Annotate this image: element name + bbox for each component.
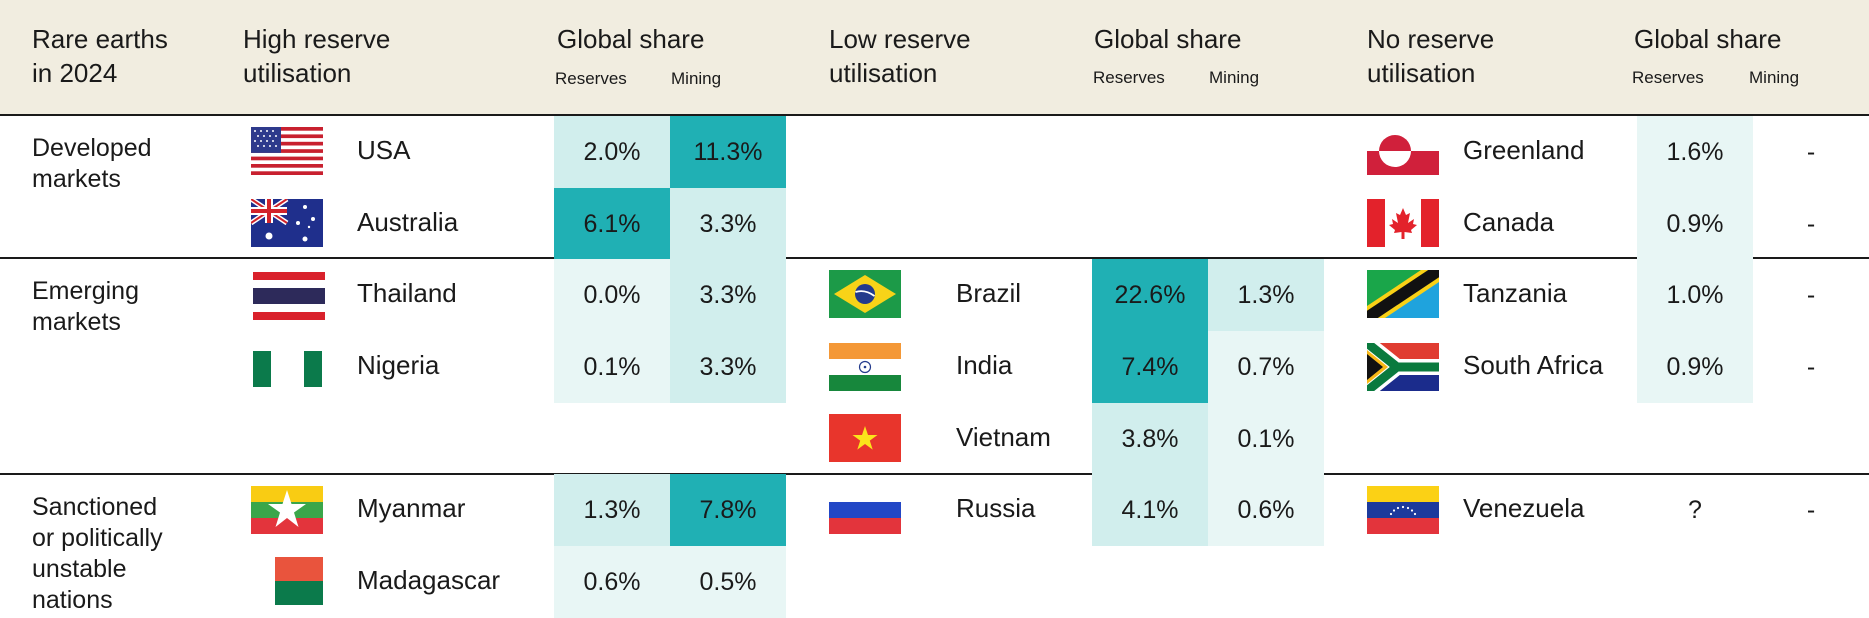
- country-thailand: Thailand: [357, 278, 457, 308]
- usa-mining: 11.3%: [670, 116, 786, 188]
- madagascar-mining: 0.5%: [670, 546, 786, 618]
- country-venezuela: Venezuela: [1463, 493, 1585, 523]
- header-global-share-high: Global share: [557, 24, 705, 54]
- greenland-mining: -: [1806, 137, 1816, 166]
- canada-flag-icon: [1367, 199, 1439, 247]
- tanzania-mining: -: [1806, 280, 1816, 309]
- header-reserves-low: Reserves: [1093, 68, 1165, 87]
- country-brazil: Brazil: [956, 278, 1022, 308]
- country-canada: Canada: [1463, 207, 1555, 237]
- vietnam-flag-icon: [829, 414, 901, 462]
- country-greenland: Greenland: [1463, 135, 1585, 165]
- vietnam-reserves: 3.8%: [1092, 403, 1208, 475]
- thailand-flag-icon: [253, 272, 325, 320]
- madagascar-reserves: 0.6%: [554, 546, 670, 618]
- madagascar-flag-icon: [251, 557, 323, 605]
- canada-mining: -: [1806, 209, 1816, 238]
- brazil-mining: 1.3%: [1208, 259, 1324, 331]
- header-rare-earths: Rare earths in 2024: [32, 24, 168, 88]
- russia-reserves: 4.1%: [1092, 474, 1208, 546]
- header-mining-low: Mining: [1209, 68, 1260, 87]
- header-global-share-low: Global share: [1094, 24, 1242, 54]
- venezuela-mining: -: [1806, 495, 1816, 524]
- header-no-reserve: No reserve utilisation: [1367, 24, 1495, 88]
- country-vietnam: Vietnam: [956, 422, 1051, 452]
- south-africa-mining: -: [1806, 352, 1816, 381]
- header-mining-none: Mining: [1749, 68, 1800, 87]
- tanzania-flag-icon: [1367, 270, 1439, 318]
- country-usa: USA: [357, 135, 411, 165]
- header-reserves-high: Reserves: [555, 69, 627, 88]
- thailand-reserves: 0.0%: [554, 259, 670, 331]
- group-label-emerging: Emerging markets: [32, 277, 139, 336]
- group-divider: [0, 473, 1869, 475]
- myanmar-mining: 7.8%: [670, 474, 786, 546]
- country-india: India: [956, 350, 1013, 380]
- australia-mining: 3.3%: [670, 188, 786, 260]
- south-africa-reserves: 0.9%: [1637, 331, 1753, 403]
- country-russia: Russia: [956, 493, 1036, 523]
- india-mining: 0.7%: [1208, 331, 1324, 403]
- russia-flag-icon: [829, 486, 901, 534]
- header-global-share-none: Global share: [1634, 24, 1782, 54]
- myanmar-reserves: 1.3%: [554, 474, 670, 546]
- greenland-flag-icon: [1367, 127, 1439, 175]
- group-divider: [0, 257, 1869, 259]
- header-high-reserve: High reserve utilisation: [243, 24, 391, 88]
- vietnam-mining: 0.1%: [1208, 403, 1324, 475]
- canada-reserves: 0.9%: [1637, 188, 1753, 260]
- country-myanmar: Myanmar: [357, 493, 466, 523]
- header-reserves-none: Reserves: [1632, 68, 1704, 87]
- country-madagascar: Madagascar: [357, 565, 501, 595]
- india-reserves: 7.4%: [1092, 331, 1208, 403]
- usa-flag-icon: [251, 127, 323, 175]
- usa-reserves: 2.0%: [554, 116, 670, 188]
- nigeria-flag-icon: [253, 345, 325, 393]
- australia-reserves: 6.1%: [554, 188, 670, 260]
- india-flag-icon: [829, 343, 901, 391]
- venezuela-flag-icon: [1367, 486, 1439, 534]
- russia-mining: 0.6%: [1208, 474, 1324, 546]
- group-label-sanctioned: Sanctioned or politically unstable natio…: [32, 493, 163, 614]
- brazil-reserves: 22.6%: [1092, 259, 1208, 331]
- country-nigeria: Nigeria: [357, 350, 440, 380]
- brazil-flag-icon: [829, 270, 901, 318]
- header-mining-high: Mining: [671, 69, 722, 88]
- thailand-mining: 3.3%: [670, 259, 786, 331]
- myanmar-flag-icon: [251, 486, 323, 534]
- header-low-reserve: Low reserve utilisation: [829, 24, 971, 88]
- tanzania-reserves: 1.0%: [1637, 259, 1753, 331]
- group-label-developed: Developed markets: [32, 134, 152, 193]
- australia-flag-icon: [251, 199, 323, 247]
- country-south-africa: South Africa: [1463, 350, 1604, 380]
- nigeria-mining: 3.3%: [670, 331, 786, 403]
- venezuela-reserves: ?: [1688, 495, 1702, 524]
- country-tanzania: Tanzania: [1463, 278, 1568, 308]
- greenland-reserves: 1.6%: [1637, 116, 1753, 188]
- table-header: [0, 0, 1869, 116]
- nigeria-reserves: 0.1%: [554, 331, 670, 403]
- south-africa-flag-icon: [1367, 343, 1439, 391]
- country-australia: Australia: [357, 207, 459, 237]
